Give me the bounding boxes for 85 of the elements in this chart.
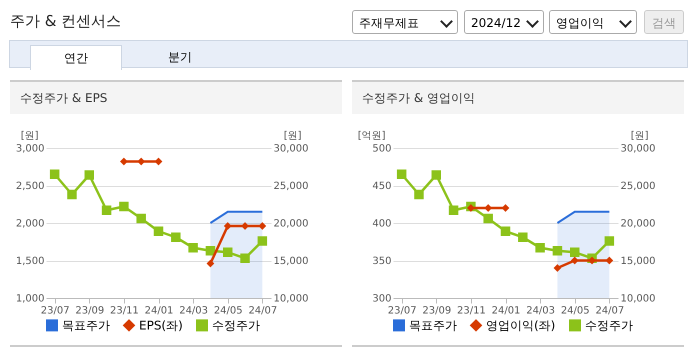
y-tick-label: 500 — [372, 144, 392, 154]
point — [554, 264, 562, 272]
text: 주가 & 컨센서스 — [10, 12, 122, 31]
point — [206, 246, 216, 256]
y-tick-label: 2,500 — [16, 181, 44, 192]
point — [448, 206, 458, 215]
y-tick-label: 2,000 — [16, 218, 44, 230]
point — [102, 206, 112, 215]
x-tick-label: 24/07 — [248, 306, 278, 316]
point — [206, 260, 214, 268]
point — [50, 170, 60, 179]
y-tick-label: 300 — [372, 294, 392, 304]
y2-axis-title: [원] — [284, 130, 302, 142]
x-tick-label: 24/01 — [144, 306, 174, 316]
text: 검색 — [644, 10, 684, 34]
y2-tick-label: 25,000 — [274, 181, 308, 192]
text: 연간 — [30, 45, 122, 70]
legend-label: 수정주가 — [212, 318, 260, 332]
point — [241, 222, 249, 230]
point — [502, 204, 510, 212]
point — [84, 170, 94, 180]
point — [570, 248, 580, 257]
y-tick-label: 3,000 — [16, 144, 44, 154]
y-tick-label: 400 — [372, 218, 392, 230]
y2-axis-title: [원] — [630, 130, 649, 142]
y-tick-label: 1,500 — [16, 256, 44, 267]
point — [67, 190, 77, 200]
y2-tick-label: 10,000 — [620, 294, 656, 304]
y2-tick-label: 20,000 — [620, 218, 656, 230]
point — [467, 204, 475, 212]
point — [518, 232, 528, 242]
y2-tick-label: 15,000 — [274, 256, 308, 267]
point — [136, 214, 146, 224]
x-tick-label: 23/09 — [422, 306, 452, 316]
text: 분기 — [167, 49, 193, 66]
y-axis-title: [억원] — [358, 130, 386, 142]
point — [171, 232, 181, 242]
x-tick-label: 24/05 — [560, 306, 590, 316]
legend-label: 목표주가 — [409, 318, 457, 332]
legend-label: 영업이익(좌) — [486, 318, 556, 332]
point — [604, 236, 614, 246]
y2-tick-label: 30,000 — [620, 144, 656, 154]
point — [222, 248, 232, 257]
x-tick-label: 24/03 — [526, 306, 556, 316]
legend-label: EPS(좌) — [139, 318, 183, 332]
point — [154, 158, 162, 166]
legend-label: 목표주가 — [62, 318, 110, 332]
point — [154, 226, 164, 236]
point — [432, 170, 442, 180]
y-tick-label: 1,000 — [16, 294, 44, 304]
text: 영업이익 — [549, 10, 637, 34]
y2-tick-label: 25,000 — [620, 181, 656, 192]
chart-title: 수정주가 & 영업이익 — [352, 82, 684, 114]
y2-tick-label: 30,000 — [274, 144, 308, 154]
point — [120, 158, 128, 166]
x-tick-label: 24/07 — [595, 306, 624, 316]
point — [588, 256, 596, 264]
y-axis-title: [원] — [20, 130, 39, 142]
text: 주재무제표 — [352, 10, 458, 34]
x-tick-label: 23/11 — [456, 306, 486, 316]
x-tick-label: 24/05 — [214, 306, 243, 316]
point — [258, 236, 268, 246]
point — [414, 190, 424, 200]
y2-tick-label: 10,000 — [274, 294, 308, 304]
point — [119, 202, 129, 212]
x-tick-label: 24/01 — [492, 306, 520, 316]
chart-title: 수정주가 & EPS — [10, 82, 342, 114]
point — [188, 243, 198, 252]
y-tick-label: 450 — [372, 181, 392, 192]
point — [240, 254, 250, 263]
x-tick-label: 24/03 — [179, 306, 208, 316]
point — [552, 246, 562, 256]
x-tick-label: 23/11 — [110, 306, 139, 316]
point — [396, 170, 406, 179]
x-tick-label: 23/07 — [388, 306, 417, 316]
point — [535, 243, 545, 252]
x-tick-label: 23/07 — [40, 306, 70, 316]
point — [483, 214, 493, 224]
text: 2024/12 — [464, 10, 544, 34]
x-tick-label: 23/09 — [75, 306, 104, 316]
y2-tick-label: 20,000 — [274, 218, 308, 230]
legend-label: 수정주가 — [585, 318, 633, 332]
y-tick-label: 350 — [372, 256, 392, 267]
y2-tick-label: 15,000 — [620, 256, 656, 267]
point — [500, 226, 510, 236]
